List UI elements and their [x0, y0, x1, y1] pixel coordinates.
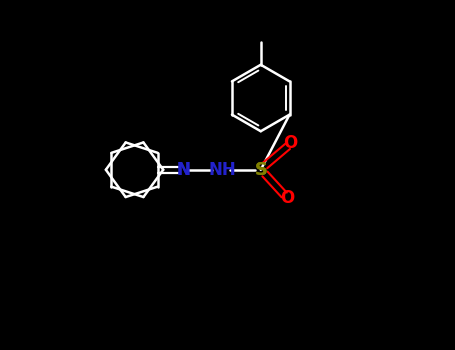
Text: N: N	[177, 161, 191, 179]
Text: S: S	[254, 161, 267, 179]
Text: O: O	[280, 189, 294, 207]
Text: NH: NH	[208, 161, 236, 179]
Text: N: N	[177, 161, 191, 179]
Text: S: S	[254, 161, 267, 179]
Text: O: O	[283, 134, 298, 153]
